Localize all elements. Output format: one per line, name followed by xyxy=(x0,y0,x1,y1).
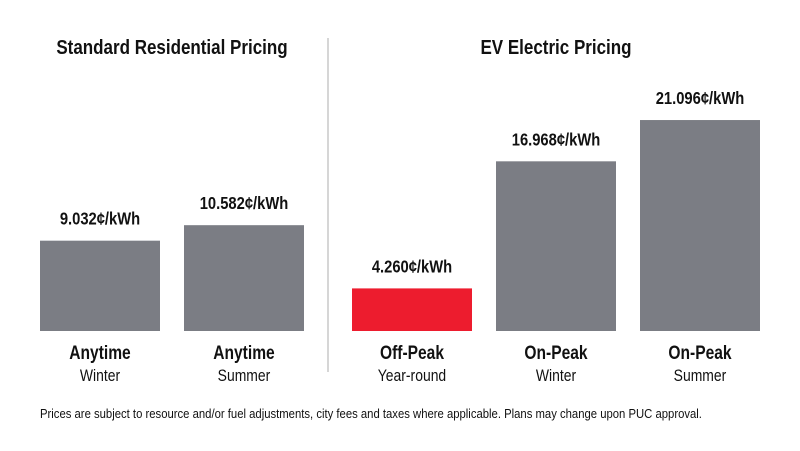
data-label: 4.260¢/kWh xyxy=(372,257,452,277)
category-label: Anytime xyxy=(213,342,275,364)
data-label: 9.032¢/kWh xyxy=(60,209,140,229)
group-title: Standard Residential Pricing xyxy=(56,36,287,59)
footnote: Prices are subject to resource and/or fu… xyxy=(40,406,702,421)
category-sublabel: Winter xyxy=(80,367,120,386)
category-sublabel: Summer xyxy=(674,367,727,386)
bar xyxy=(640,120,760,331)
bar xyxy=(352,288,472,331)
group-title: EV Electric Pricing xyxy=(480,36,631,59)
category-sublabel: Summer xyxy=(218,367,271,386)
data-label: 10.582¢/kWh xyxy=(200,194,288,214)
category-label: Anytime xyxy=(69,342,131,364)
data-label: 21.096¢/kWh xyxy=(656,89,744,109)
data-label: 16.968¢/kWh xyxy=(512,130,600,150)
bar xyxy=(40,240,160,331)
category-label: Off-Peak xyxy=(380,342,444,364)
bar xyxy=(496,161,616,331)
bar xyxy=(184,225,304,331)
category-label: On-Peak xyxy=(524,342,587,364)
category-sublabel: Year-round xyxy=(378,367,446,386)
category-sublabel: Winter xyxy=(536,367,576,386)
category-label: On-Peak xyxy=(668,342,731,364)
